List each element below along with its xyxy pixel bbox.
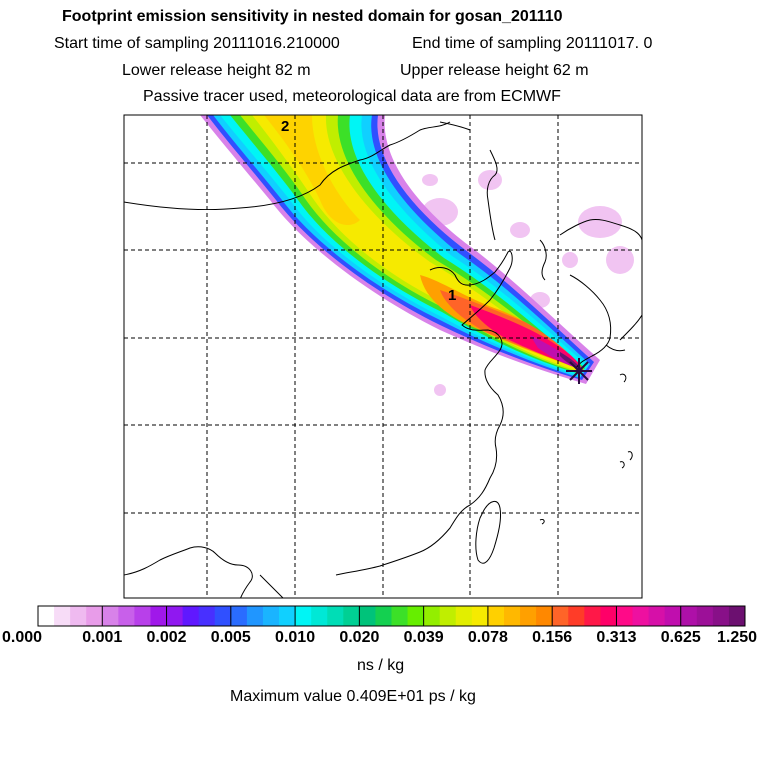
colorbar-swatch (38, 606, 55, 626)
colorbar-swatch (728, 606, 746, 626)
colorbar-swatch (680, 606, 698, 626)
colorbar-swatch (375, 606, 392, 626)
colorbar-swatch (230, 606, 248, 626)
colorbar-swatch (632, 606, 650, 626)
colorbar-swatch (616, 606, 634, 626)
colorbar-swatch (487, 606, 505, 626)
colorbar-tick-label: 0.010 (275, 629, 316, 646)
colorbar (37, 605, 746, 627)
colorbar-swatch (118, 606, 135, 626)
scattered-patches (422, 170, 634, 396)
colorbar-swatch (295, 606, 312, 626)
colorbar-tick-label: 0.020 (339, 629, 380, 646)
colorbar-swatch (311, 606, 328, 626)
colorbar-swatch (552, 606, 569, 626)
colorbar-swatch (600, 606, 617, 626)
colorbar-swatch (246, 606, 264, 626)
map-frame (123, 114, 643, 599)
colorbar-swatch (327, 606, 344, 626)
marker-1: 1 (448, 287, 456, 304)
colorbar-swatch (439, 606, 457, 626)
colorbar-tick-label: 0.000 (1, 629, 43, 646)
colorbar-tick-label: 0.039 (403, 629, 444, 646)
colorbar-swatch (279, 606, 296, 626)
colorbar-tick-label: 0.156 (532, 629, 573, 646)
colorbar-swatch (423, 606, 441, 626)
colorbar-swatch (102, 606, 119, 626)
colorbar-swatch (214, 606, 232, 626)
colorbar-swatch (198, 606, 216, 626)
colorbar-swatch (471, 606, 489, 626)
lower-release-label: Lower release height 82 m (122, 62, 311, 79)
colorbar-swatch (86, 606, 103, 626)
colorbar-swatch (182, 606, 200, 626)
maximum-value-label: Maximum value 0.409E+01 ps / kg (230, 688, 476, 705)
colorbar-swatch (664, 606, 682, 626)
plot-title: Footprint emission sensitivity in nested… (62, 8, 563, 25)
colorbar-tick-label: 1.250 (716, 629, 758, 646)
colorbar-tick-label: 0.625 (660, 629, 701, 646)
colorbar-swatch (407, 606, 425, 626)
colorbar-swatch (584, 606, 601, 626)
colorbar-swatch (648, 606, 666, 626)
map-plot-area: 2 1 (124, 115, 642, 598)
colorbar-tick-label: 0.005 (210, 629, 251, 646)
colorbar-swatch (150, 606, 168, 626)
colorbar-swatch (712, 606, 730, 626)
colorbar-swatch (70, 606, 87, 626)
colorbar-swatch (343, 606, 360, 626)
map-grid (124, 115, 642, 598)
colorbar-swatch (520, 606, 537, 626)
colorbar-swatch (455, 606, 473, 626)
colorbar-swatch (134, 606, 151, 626)
colorbar-tick-label: 0.002 (146, 629, 187, 646)
receptor-star-icon (566, 358, 592, 384)
marker-2: 2 (281, 118, 289, 135)
colorbar-swatch (359, 606, 376, 626)
colorbar-unit-label: ns / kg (357, 657, 405, 674)
emission-plume (200, 115, 600, 384)
start-time-label: Start time of sampling 20111016.210000 (54, 35, 340, 52)
colorbar-swatch (391, 606, 409, 626)
colorbar-frame (37, 605, 746, 627)
colorbar-swatch (503, 606, 521, 626)
colorbar-tick-label: 0.313 (596, 629, 637, 646)
colorbar-swatch (696, 606, 714, 626)
colorbar-tick-label: 0.078 (467, 629, 508, 646)
colorbar-tick-label: 0.001 (82, 629, 123, 646)
passive-tracer-label: Passive tracer used, meteorological data… (143, 88, 561, 105)
upper-release-label: Upper release height 62 m (400, 62, 589, 79)
end-time-label: End time of sampling 20111017. 0 (412, 35, 653, 52)
colorbar-swatch (536, 606, 553, 626)
colorbar-swatch (166, 606, 184, 626)
colorbar-swatch (262, 606, 280, 626)
colorbar-swatch (568, 606, 585, 626)
colorbar-swatch (54, 606, 71, 626)
